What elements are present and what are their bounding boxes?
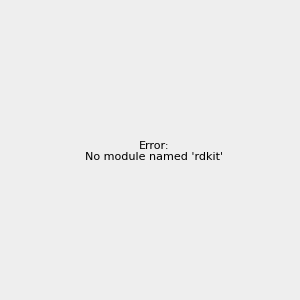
Text: Error:
No module named 'rdkit': Error: No module named 'rdkit' xyxy=(85,141,223,162)
